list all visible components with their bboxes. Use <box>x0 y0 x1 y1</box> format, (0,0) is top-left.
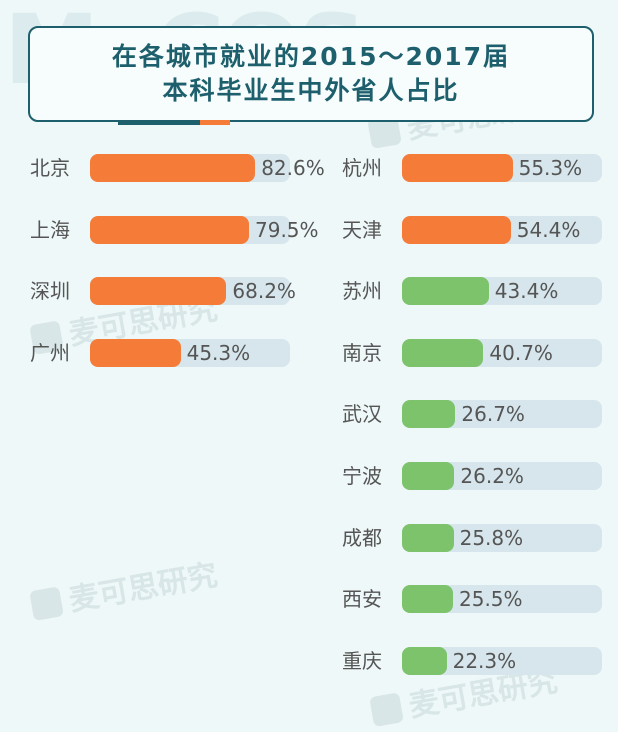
bar-row: 天津 54.4% <box>342 214 602 246</box>
value-label: 26.2% <box>460 464 524 488</box>
category-label: 天津 <box>342 217 382 242</box>
value-label: 79.5% <box>255 217 319 242</box>
bar-row: 武汉 26.7% <box>342 398 602 430</box>
value-label: 22.3% <box>452 648 517 673</box>
category-label: 北京 <box>30 156 70 180</box>
category-label: 广州 <box>30 340 70 365</box>
bar <box>402 215 511 244</box>
bar-row: 重庆 22.3% <box>342 645 602 677</box>
category-label: 宁波 <box>342 464 382 488</box>
value-label: 25.5% <box>459 587 523 612</box>
bar <box>402 646 447 675</box>
bar-track <box>402 523 602 552</box>
category-label: 深圳 <box>30 279 70 304</box>
category-label: 苏州 <box>342 279 382 304</box>
bar <box>402 585 453 614</box>
chart-title-box: 在各城市就业的2015～2017届 本科毕业生中外省人占比 <box>28 26 594 122</box>
bar-row: 西安 25.5% <box>342 583 602 615</box>
bar <box>402 523 454 552</box>
bar-track <box>402 646 602 675</box>
bar <box>90 154 256 182</box>
bar-row: 上海 79.5% <box>30 214 319 246</box>
value-label: 54.4% <box>516 217 581 242</box>
chart-title-line-2: 本科毕业生中外省人占比 <box>162 76 460 105</box>
bar-track <box>402 277 602 306</box>
bar-track <box>402 215 602 244</box>
value-label: 43.4% <box>494 279 559 304</box>
bar <box>402 277 489 306</box>
bar-track <box>402 338 602 367</box>
bar <box>90 215 249 244</box>
bar-row: 成都 25.8% <box>342 522 602 554</box>
bar-row: 宁波 26.2% <box>342 460 602 492</box>
value-label: 45.3% <box>186 340 251 365</box>
bar-row: 苏州 43.4% <box>342 275 602 307</box>
bar-row: 北京 82.6% <box>30 152 325 184</box>
category-label: 南京 <box>342 340 382 365</box>
value-label: 55.3% <box>518 156 583 180</box>
bar <box>90 277 227 306</box>
category-label: 武汉 <box>342 402 382 427</box>
bar-track <box>90 277 290 306</box>
bar-row: 杭州 55.3% <box>342 152 602 184</box>
title-accent-mark <box>200 120 230 125</box>
value-label: 82.6% <box>261 156 325 180</box>
category-label: 重庆 <box>342 648 382 673</box>
bar-track <box>402 585 602 614</box>
bar-row: 深圳 68.2% <box>30 275 296 307</box>
watermark-text: 麦可思研究 <box>28 550 221 626</box>
bar <box>402 338 484 367</box>
category-label: 上海 <box>30 217 70 242</box>
value-label: 40.7% <box>489 340 553 365</box>
bar <box>402 154 513 182</box>
bar <box>402 462 455 490</box>
bar-track <box>90 338 290 367</box>
value-label: 25.8% <box>459 525 524 550</box>
bar-track <box>402 462 602 490</box>
bar <box>90 338 181 367</box>
bar-row: 广州 45.3% <box>30 337 290 369</box>
category-label: 杭州 <box>342 156 382 180</box>
bar-track <box>402 400 602 429</box>
value-label: 26.7% <box>461 402 525 427</box>
bar <box>402 400 456 429</box>
bar-track <box>90 154 290 182</box>
value-label: 68.2% <box>232 279 296 304</box>
chart-title-line-1: 在各城市就业的2015～2017届 <box>111 42 511 72</box>
title-accent-bar <box>118 120 230 125</box>
category-label: 成都 <box>342 525 382 550</box>
bar-track <box>402 154 602 182</box>
bar-track <box>90 215 290 244</box>
category-label: 西安 <box>342 587 382 612</box>
bar-row: 南京 40.7% <box>342 337 602 369</box>
